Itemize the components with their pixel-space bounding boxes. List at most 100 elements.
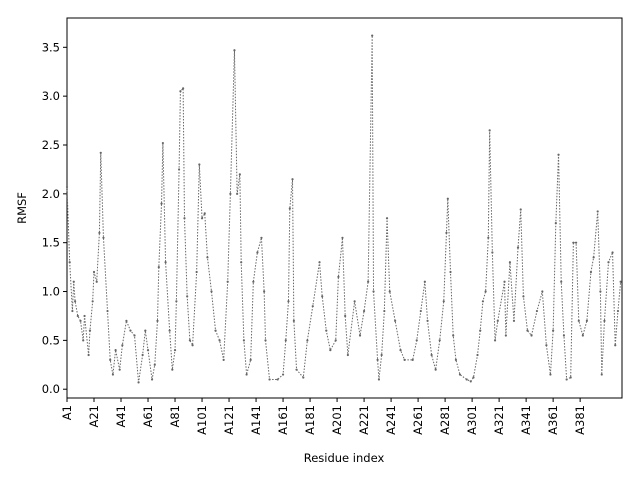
rmsf-point: [186, 295, 189, 298]
rmsf-point: [488, 129, 491, 132]
rmsf-point: [607, 261, 610, 264]
rmsf-point: [129, 329, 132, 332]
rmsf-point: [596, 210, 599, 213]
rmsf-point: [399, 349, 402, 352]
rmsf-point: [98, 231, 101, 235]
rmsf-point: [535, 309, 539, 313]
x-tick-label: A281: [438, 405, 452, 435]
rmsf-point: [68, 261, 71, 264]
rmsf-point: [519, 208, 522, 211]
rmsf-point: [545, 344, 548, 347]
rmsf-point: [325, 329, 328, 332]
rmsf-point: [481, 300, 485, 303]
rmsf-point: [371, 34, 374, 37]
rmsf-point: [288, 207, 291, 210]
x-tick-label: A381: [573, 405, 587, 435]
x-tick-label: A141: [249, 405, 263, 435]
rmsf-point: [191, 344, 194, 347]
rmsf-point: [484, 290, 487, 293]
rmsf-point: [619, 280, 622, 283]
rmsf-point: [168, 329, 171, 332]
x-tick-label: A101: [195, 405, 209, 435]
rmsf-point: [516, 246, 520, 249]
rmsf-point: [472, 376, 475, 379]
rmsf-point: [150, 378, 154, 381]
rmsf-point: [581, 334, 584, 337]
rmsf-point: [377, 378, 381, 381]
rmsf-point: [512, 319, 516, 322]
y-tick-label: 0.0: [42, 382, 60, 396]
rmsf-point: [419, 309, 422, 313]
rmsf-point: [487, 236, 490, 239]
rmsf-point: [560, 280, 563, 283]
rmsf-point: [589, 270, 593, 274]
rmsf-point: [200, 217, 204, 220]
rmsf-point: [452, 334, 455, 337]
rmsf-line: [66, 35, 622, 383]
rmsf-point: [171, 368, 174, 371]
rmsf-point: [91, 300, 94, 303]
rmsf-point: [175, 300, 178, 303]
x-tick-label: A241: [384, 405, 398, 435]
rmsf-point: [344, 314, 347, 318]
rmsf-point: [240, 261, 243, 264]
rmsf-point: [284, 339, 287, 342]
rmsf-point: [252, 280, 255, 283]
x-tick-label: A221: [357, 405, 371, 435]
rmsf-point: [353, 300, 356, 303]
rmsf-point: [242, 339, 245, 342]
rmsf-point: [99, 151, 102, 154]
rmsf-point: [476, 353, 479, 357]
x-tick-label: A121: [222, 405, 236, 435]
rmsf-point: [599, 290, 602, 293]
rmsf-point: [442, 300, 445, 303]
rmsf-point: [454, 358, 458, 362]
rmsf-point: [504, 334, 507, 337]
rmsf-point: [446, 197, 449, 200]
rmsf-point: [206, 256, 209, 259]
x-tick-label: A321: [492, 405, 506, 435]
rmsf-point: [592, 256, 595, 259]
rmsf-point: [562, 334, 566, 337]
x-tick-label: A261: [411, 405, 425, 435]
rmsf-point: [426, 319, 429, 322]
rmsf-point: [121, 344, 124, 347]
rmsf-point: [183, 217, 186, 220]
rmsf-point: [144, 329, 147, 332]
rmsf-point: [71, 309, 74, 313]
rmsf-point: [541, 290, 544, 293]
rmsf-point: [367, 280, 370, 283]
rmsf-point: [522, 295, 525, 298]
y-tick-label: 1.5: [42, 236, 60, 250]
rmsf-point: [83, 314, 86, 318]
rmsf-point: [214, 329, 217, 332]
rmsf-point: [334, 339, 337, 342]
x-tick-label: A361: [546, 405, 560, 435]
rmsf-point: [346, 353, 349, 357]
rmsf-point: [226, 280, 229, 283]
rmsf-point: [549, 373, 552, 376]
rmsf-point: [493, 339, 497, 342]
rmsf-point: [291, 178, 294, 181]
rmsf-point: [222, 358, 225, 362]
rmsf-point: [430, 353, 433, 357]
rmsf-point: [188, 339, 191, 342]
rmsf-point: [111, 373, 115, 376]
rmsf-point: [249, 358, 252, 362]
rmsf-point: [311, 305, 314, 308]
rmsf-point: [383, 309, 386, 313]
rmsf-point: [160, 202, 163, 205]
x-tick-label: A201: [330, 405, 344, 435]
rmsf-point: [572, 241, 575, 244]
rmsf-point: [552, 329, 555, 332]
rmsf-point: [82, 339, 85, 342]
rmsf-point: [372, 290, 375, 293]
rmsf-point: [233, 49, 236, 52]
rmsf-point: [362, 309, 366, 313]
y-tick-label: 0.5: [42, 333, 60, 347]
rmsf-point: [210, 290, 213, 293]
rmsf-point: [321, 295, 324, 298]
rmsf-point: [565, 378, 568, 381]
rmsf-point: [141, 353, 144, 357]
rmsf-point: [109, 358, 112, 362]
